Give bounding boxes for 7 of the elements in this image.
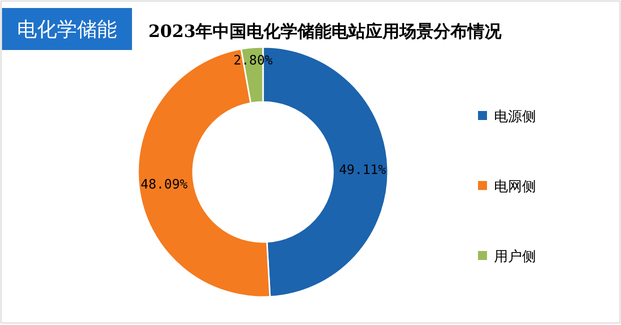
chart-title: 2023年中国电化学储能电站应用场景分布情况: [148, 22, 503, 42]
legend-label: 用户侧: [494, 249, 536, 265]
legend-label: 电网侧: [494, 179, 536, 195]
data-label: 49.11%: [338, 163, 386, 178]
legend-label: 电源侧: [494, 109, 536, 125]
text: 电化学储能: [17, 17, 117, 41]
data-label: 48.09%: [140, 178, 188, 193]
